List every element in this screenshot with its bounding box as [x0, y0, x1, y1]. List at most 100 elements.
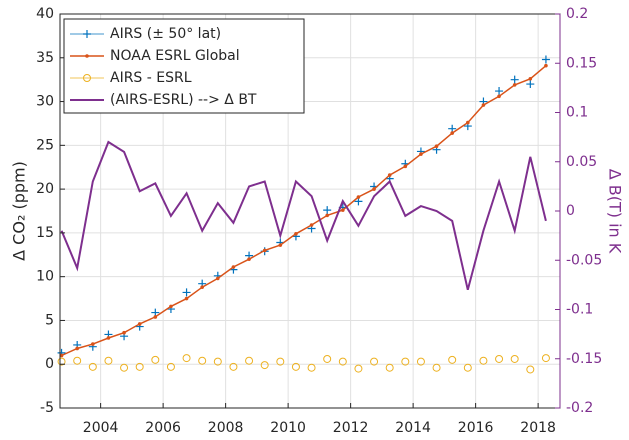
dot-marker	[341, 208, 345, 212]
dot-marker	[59, 353, 64, 358]
y2-tick-label: 0	[566, 203, 575, 219]
circle-marker	[510, 354, 519, 363]
dot-marker	[153, 315, 158, 319]
circle-marker	[104, 356, 113, 365]
dot-marker	[85, 54, 89, 58]
y2-axis-label: Δ B(T) in K	[606, 169, 625, 254]
x-tick-label: 2004	[83, 420, 119, 436]
circle-marker	[479, 356, 488, 365]
dot-marker	[294, 231, 298, 236]
circle-marker	[260, 361, 269, 370]
legend-label: (AIRS-ESRL) --> Δ BT	[110, 92, 257, 108]
y-tick-label: 25	[36, 137, 54, 153]
y-tick-label: -5	[40, 400, 54, 416]
dot-marker	[403, 164, 408, 169]
circle-marker	[526, 365, 535, 374]
dot-marker	[184, 296, 189, 301]
circle-marker	[401, 357, 410, 366]
dot-marker	[372, 187, 376, 191]
legend: AIRS (± 50° lat) NOAA ESRL Global AIRS - E…	[63, 18, 305, 114]
dot-marker	[75, 346, 79, 351]
dot-marker	[387, 173, 392, 177]
dot-marker	[122, 330, 126, 335]
circle-marker	[135, 362, 144, 371]
legend-box	[63, 18, 305, 114]
x-tick-label: 2014	[395, 420, 431, 436]
x-tick-label: 2008	[208, 420, 244, 436]
dot-marker	[466, 120, 470, 125]
circle-marker	[83, 74, 91, 82]
circle-marker	[291, 362, 300, 371]
dot-marker	[325, 213, 329, 218]
y2-tick-label: 0.1	[566, 105, 588, 121]
y2-tick-label: 0.05	[566, 154, 597, 170]
dot-marker	[247, 257, 251, 261]
circle-marker	[323, 354, 332, 363]
plus-marker	[541, 55, 550, 64]
dot-marker	[309, 223, 314, 227]
plus-marker	[526, 80, 535, 89]
circle-marker	[541, 354, 550, 363]
circle-marker	[198, 356, 207, 365]
y2-tick-label: -0.1	[566, 302, 593, 318]
y-tick-label: 35	[36, 50, 54, 66]
circle-marker	[338, 357, 347, 366]
y-axis-label: Δ CO₂ (ppm)	[10, 161, 29, 261]
dot-marker	[497, 94, 501, 99]
circle-marker	[73, 356, 82, 365]
y2-tick-label: 0.15	[566, 55, 597, 71]
circle-marker	[416, 357, 425, 366]
dot-marker	[278, 243, 283, 247]
legend-label: NOAA ESRL Global	[110, 48, 240, 64]
circle-marker	[448, 355, 457, 364]
dot-marker	[434, 144, 439, 149]
legend-label: AIRS - ESRL	[110, 70, 192, 86]
plus-marker	[182, 288, 191, 297]
dot-marker	[200, 285, 204, 289]
dot-marker	[450, 131, 454, 135]
dot-marker	[528, 76, 533, 81]
circle-marker	[229, 362, 238, 371]
dot-marker	[419, 152, 423, 156]
circle-marker	[88, 362, 97, 371]
circle-marker	[120, 363, 129, 372]
y2-tick-label: 0.2	[566, 6, 588, 22]
circle-marker	[213, 357, 222, 366]
plus-marker	[510, 75, 519, 84]
y-tick-label: 30	[36, 94, 54, 110]
marks	[57, 55, 550, 374]
x-tick-label: 2012	[333, 420, 369, 436]
dot-marker	[216, 276, 220, 281]
dot-marker	[137, 322, 142, 326]
dot-marker	[512, 83, 517, 87]
circle-marker	[57, 357, 66, 366]
circle-marker	[495, 354, 504, 363]
circle-marker	[432, 363, 441, 372]
circle-marker	[245, 356, 254, 365]
ticks: 2004 2006 2008 2010 2012 2014 2016 2018 -5 0 5 10 15…	[36, 6, 602, 436]
x-tick-label: 2006	[145, 420, 181, 436]
circle-marker	[307, 363, 316, 372]
dot-marker	[106, 336, 111, 340]
y-tick-label: 40	[36, 6, 54, 22]
y2-tick-label: -0.2	[566, 400, 593, 416]
y-tick-label: 10	[36, 269, 54, 285]
y-tick-label: 15	[36, 225, 54, 241]
dot-marker	[356, 195, 361, 199]
circle-marker	[463, 363, 472, 372]
dot-marker	[481, 103, 486, 107]
y2-tick-label: -0.15	[566, 351, 602, 367]
circle-marker	[182, 354, 191, 363]
legend-label: AIRS (± 50° lat)	[110, 26, 221, 42]
circle-marker	[385, 363, 394, 372]
dot-marker	[231, 265, 236, 269]
circle-marker	[166, 362, 175, 371]
dot-marker	[169, 304, 173, 309]
series-line	[60, 140, 547, 291]
x-tick-label: 2010	[270, 420, 306, 436]
plus-marker	[323, 206, 332, 215]
dot-marker	[262, 248, 267, 253]
y2-tick-label: -0.05	[566, 252, 602, 268]
y-tick-label: 20	[36, 181, 54, 197]
